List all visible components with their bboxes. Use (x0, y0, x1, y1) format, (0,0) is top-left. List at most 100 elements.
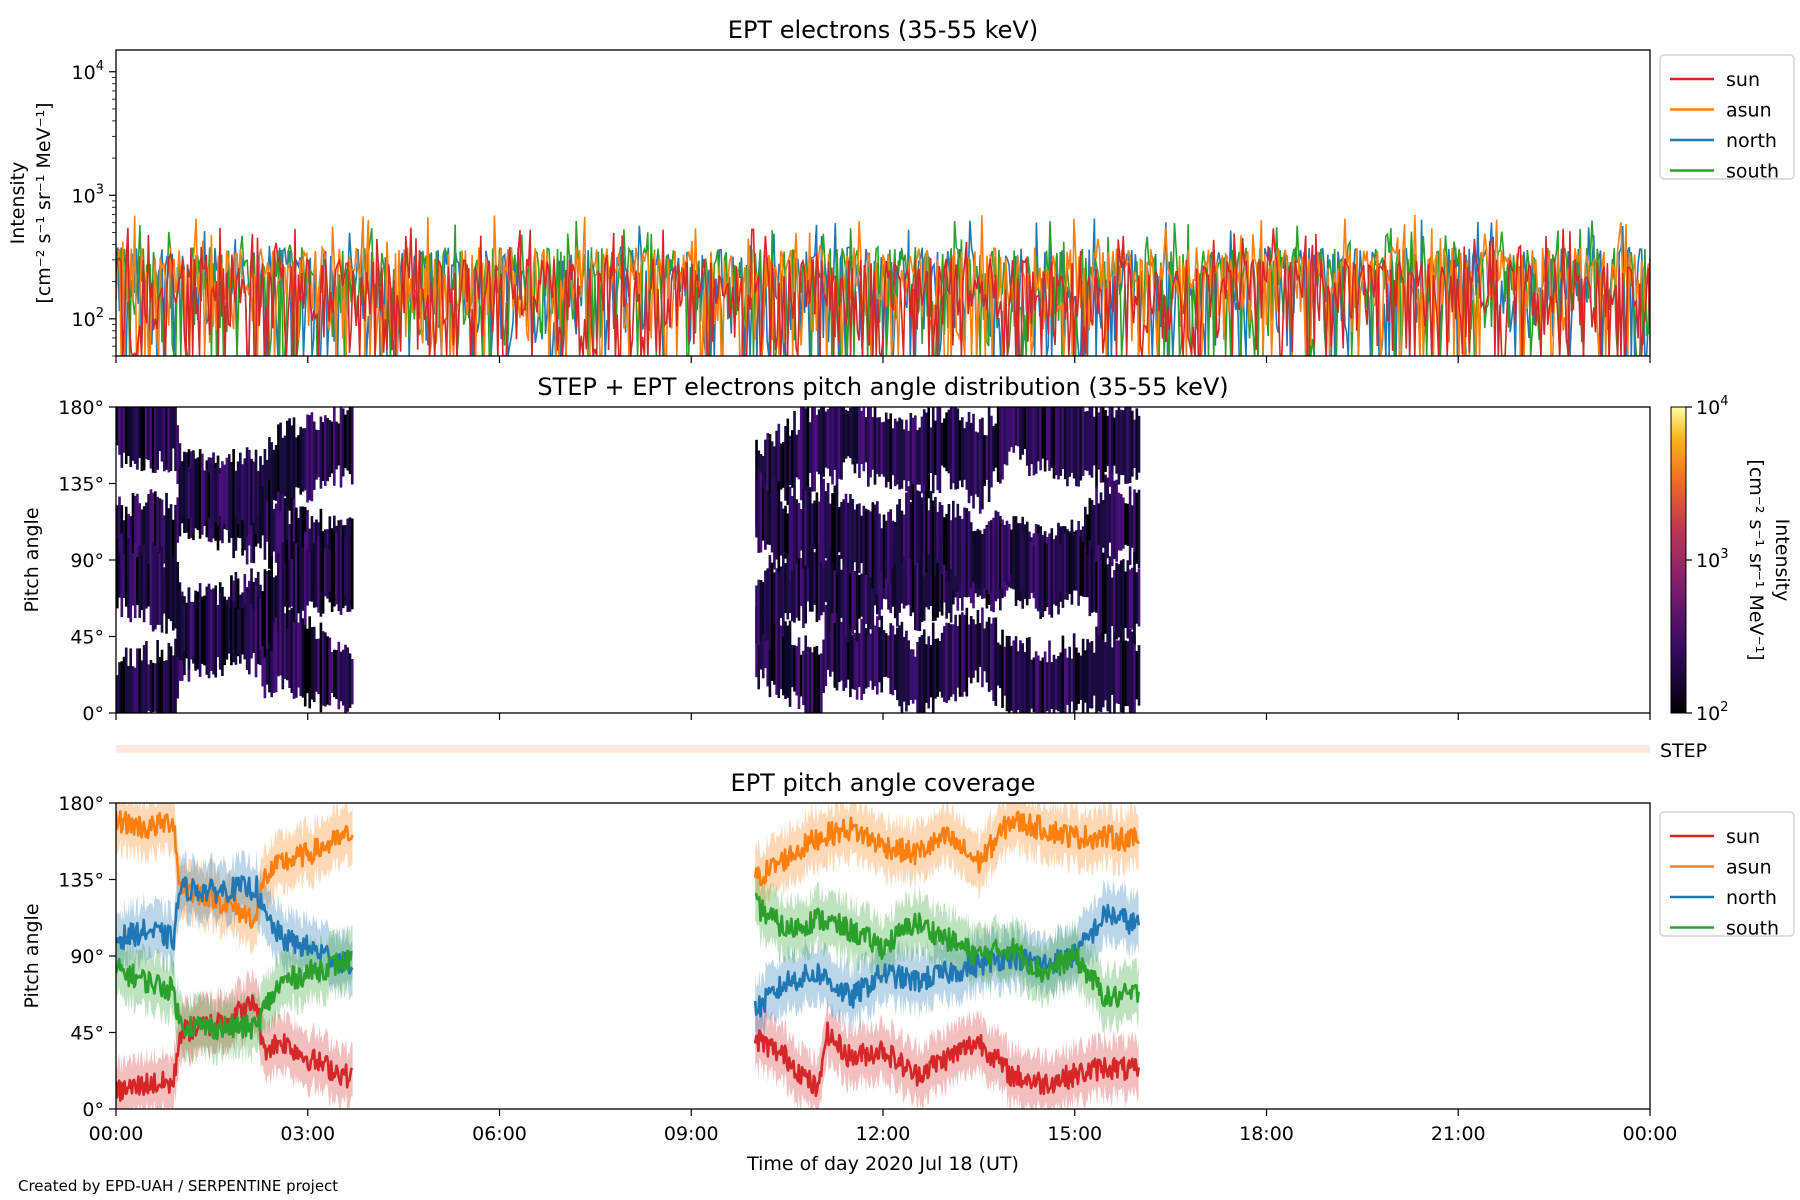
heat-cell (239, 452, 242, 533)
heat-cell (279, 510, 282, 568)
heat-cell (138, 407, 142, 459)
heat-cell (891, 520, 895, 569)
heat-cell (878, 627, 881, 683)
heat-cell (858, 575, 861, 619)
heat-cell (999, 407, 1002, 484)
heat-cell (317, 638, 320, 695)
heat-cell (784, 563, 787, 614)
heat-cell (207, 583, 211, 679)
heat-cell (775, 490, 778, 560)
heat-cell (321, 422, 325, 481)
heat-cell (920, 497, 924, 561)
heat-cell (983, 435, 986, 486)
heat-cell (1126, 641, 1130, 707)
heat-cell (116, 407, 119, 446)
heat-cell (254, 449, 258, 535)
heat-cell (1063, 533, 1067, 599)
heat-cell (234, 470, 238, 516)
heat-cell (210, 462, 213, 528)
heat-cell (350, 518, 354, 610)
heat-cell (1084, 547, 1087, 597)
heat-cell (920, 635, 924, 713)
heat-cell (983, 628, 986, 672)
heat-cell (227, 454, 231, 534)
heat-cell (786, 625, 790, 698)
heat-cell (882, 421, 886, 477)
heat-cell (283, 563, 287, 607)
heat-cell (813, 646, 816, 713)
heat-cell (835, 407, 839, 483)
heat-cell (158, 553, 162, 625)
heat-cell (176, 630, 180, 699)
heat-cell (1093, 652, 1096, 696)
heat-cell (954, 614, 957, 702)
heat-cell (860, 619, 863, 701)
heat-cell (811, 652, 814, 713)
heat-cell (176, 425, 180, 484)
heat-cell (902, 429, 906, 481)
heat-cell (344, 414, 347, 469)
heat-cell (969, 616, 973, 684)
heat-cell (326, 636, 329, 705)
heat-cell (779, 443, 783, 490)
heat-cell (1137, 489, 1141, 569)
heat-cell (303, 612, 307, 707)
heat-cell (833, 553, 837, 624)
heat-cell (1048, 533, 1051, 615)
heat-cell (147, 664, 150, 711)
heat-cell (131, 666, 135, 713)
heat-cell (795, 434, 799, 478)
heat-cell (851, 569, 855, 635)
heat-cell (270, 442, 274, 512)
heat-cell (889, 509, 893, 584)
heat-cell (849, 573, 852, 629)
heat-cell (1113, 624, 1116, 713)
heat-cell (1048, 640, 1051, 713)
heat-cell (1028, 531, 1031, 599)
heat-cell (802, 489, 805, 569)
heat-cell (987, 521, 991, 594)
heat-cell (905, 560, 908, 606)
heat-cell (804, 408, 808, 493)
heat-cell (1131, 505, 1134, 548)
heat-cell (927, 636, 931, 709)
heat-cell (192, 601, 195, 657)
heat-cell (292, 417, 296, 509)
heat-cell (163, 515, 166, 564)
heat-cell (880, 528, 884, 573)
heat-cell (346, 410, 350, 471)
heat-cell (259, 456, 262, 549)
heat-cell (911, 649, 915, 704)
heat-cell (306, 628, 309, 694)
ytick-label: 90° (70, 550, 104, 572)
xtick-label: 00:00 (89, 1123, 144, 1145)
heat-cell (820, 407, 823, 486)
heat-cell (1003, 407, 1007, 465)
heat-cell (218, 473, 222, 516)
heat-cell (163, 661, 166, 713)
heat-cell (878, 513, 881, 585)
heat-cell (846, 636, 850, 680)
heat-cell (898, 625, 901, 707)
heat-cell (198, 583, 202, 677)
heat-cell (1099, 632, 1103, 713)
heat-cell (1010, 529, 1013, 574)
heat-cell (279, 422, 282, 516)
heat-cell (183, 451, 186, 533)
heat-cell (949, 520, 953, 569)
heat-cell (1101, 407, 1105, 483)
heat-cell (210, 591, 213, 671)
heat-cell (1093, 505, 1096, 567)
heat-cell (855, 504, 859, 570)
heat-cell (156, 407, 159, 470)
heat-cell (138, 503, 142, 571)
heat-cell (759, 580, 763, 641)
heat-cell (165, 492, 168, 588)
heat-cell (1135, 572, 1139, 624)
heat-cell (234, 607, 238, 656)
heat-cell (902, 556, 906, 609)
heat-cell (1110, 647, 1114, 695)
heat-cell (333, 649, 336, 698)
heat-cell (808, 487, 812, 566)
legend-label-sun: sun (1726, 69, 1760, 91)
